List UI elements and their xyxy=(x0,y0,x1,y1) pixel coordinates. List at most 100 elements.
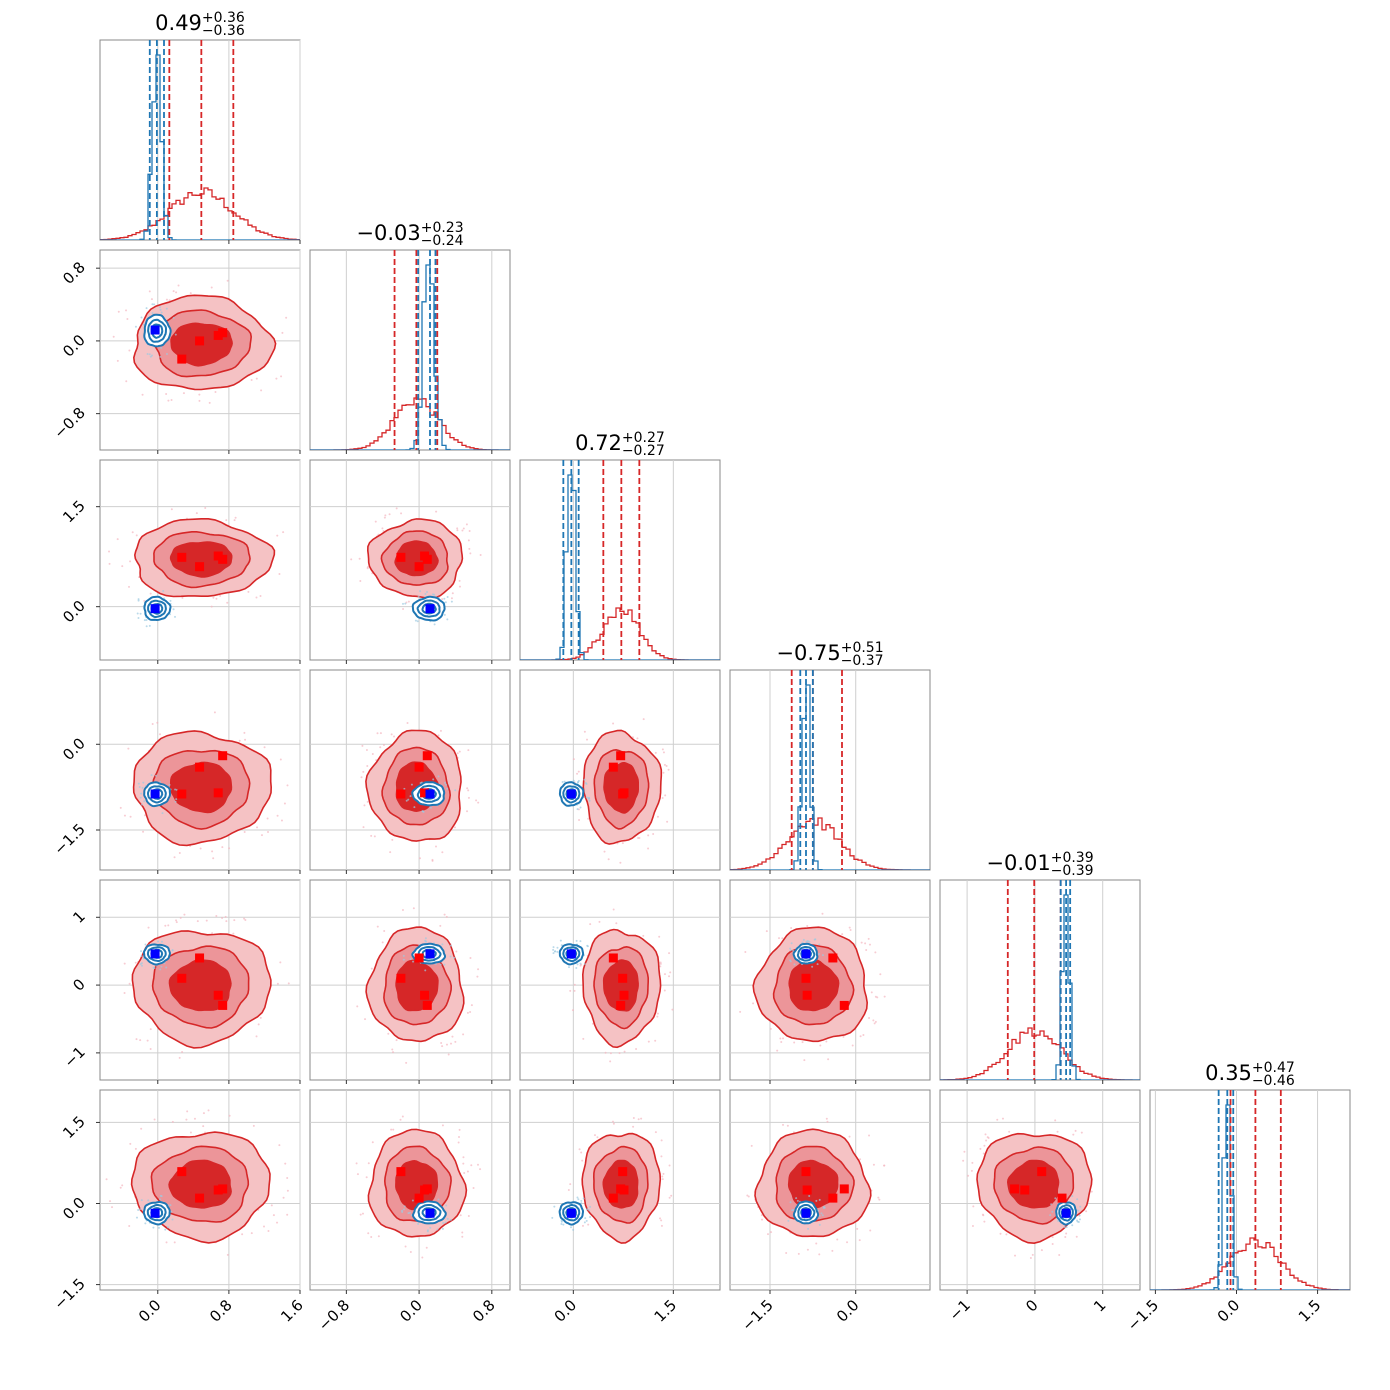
marker-blue xyxy=(425,789,435,799)
contour-red xyxy=(602,959,639,1012)
sample-point-blue xyxy=(446,618,449,621)
sample-point xyxy=(1005,1233,1008,1236)
sample-point xyxy=(632,1116,635,1119)
sample-point xyxy=(996,1118,999,1121)
sample-point xyxy=(752,1002,755,1005)
sample-point xyxy=(219,594,222,597)
sample-point xyxy=(596,1136,599,1139)
sample-point-blue xyxy=(560,1223,563,1226)
sample-point xyxy=(279,961,282,964)
sample-point xyxy=(399,1118,402,1121)
sample-point xyxy=(864,942,867,945)
sample-point-blue xyxy=(446,1217,449,1220)
panel-4-0 xyxy=(96,879,301,1084)
sample-point xyxy=(141,393,144,396)
sample-point xyxy=(125,309,128,312)
sample-point xyxy=(661,797,664,800)
sample-point xyxy=(121,565,124,568)
sample-point-blue xyxy=(172,316,175,319)
sample-point-blue xyxy=(446,595,449,598)
sample-point-blue xyxy=(576,808,579,811)
marker-red xyxy=(618,973,628,983)
sample-point xyxy=(670,1194,673,1197)
sample-point xyxy=(647,847,650,850)
sample-point xyxy=(746,1194,749,1197)
sample-point xyxy=(659,965,662,968)
sample-point xyxy=(663,973,666,976)
sample-point xyxy=(662,751,665,754)
sample-point xyxy=(1051,1242,1054,1245)
y-tick-label: 0.0 xyxy=(59,331,89,361)
marker-red xyxy=(213,788,223,798)
sample-point xyxy=(364,1018,367,1021)
marker-red xyxy=(801,973,811,983)
sample-point-blue xyxy=(552,948,555,951)
sample-point-blue xyxy=(577,1198,580,1201)
sample-point-blue xyxy=(140,792,143,795)
sample-point xyxy=(654,1039,657,1042)
sample-point-blue xyxy=(561,781,564,784)
sample-point xyxy=(178,851,181,854)
sample-point-blue xyxy=(136,612,139,615)
sample-point xyxy=(1040,1249,1043,1252)
marker-red xyxy=(422,554,432,564)
panel-content xyxy=(962,1117,1093,1259)
sample-point xyxy=(270,1204,273,1207)
panel-content xyxy=(350,507,482,626)
sample-point-blue xyxy=(575,939,578,942)
panel-content xyxy=(558,718,670,864)
sample-point xyxy=(275,377,278,380)
sample-point xyxy=(663,763,666,766)
sample-point xyxy=(593,1134,596,1137)
sample-point-blue xyxy=(135,1216,138,1219)
sample-point xyxy=(443,913,446,916)
sample-point xyxy=(661,1175,664,1178)
sample-point-blue xyxy=(580,1202,583,1205)
sample-point xyxy=(441,1124,444,1127)
sample-point xyxy=(407,600,410,603)
sample-point xyxy=(250,379,253,382)
y-tick-label: 0.0 xyxy=(59,1194,89,1224)
y-tick-label: 0.0 xyxy=(59,734,89,764)
sample-point xyxy=(259,594,262,597)
sample-point-blue xyxy=(1078,1218,1081,1221)
sample-point-blue xyxy=(409,795,412,798)
sample-point xyxy=(459,1214,462,1217)
sample-point-blue xyxy=(552,946,555,949)
sample-point xyxy=(580,1151,583,1154)
sample-point xyxy=(826,1120,829,1123)
sample-point xyxy=(226,1253,229,1256)
sample-point xyxy=(391,1048,394,1051)
sample-point xyxy=(126,318,129,321)
sample-point xyxy=(435,510,438,513)
sample-point xyxy=(189,292,192,295)
sample-point xyxy=(221,846,224,849)
sample-point xyxy=(878,1198,881,1201)
sample-point xyxy=(1058,1254,1061,1257)
sample-point xyxy=(979,1147,982,1150)
sample-point-blue xyxy=(175,798,178,801)
sample-point-blue xyxy=(407,1212,410,1215)
sample-point xyxy=(1064,1235,1067,1238)
sample-point-blue xyxy=(552,952,555,955)
sample-point xyxy=(576,772,579,775)
sample-point xyxy=(388,513,391,516)
sample-point xyxy=(381,941,384,944)
marker-red xyxy=(177,973,187,983)
sample-point-blue xyxy=(583,963,586,966)
sample-point xyxy=(1072,1133,1075,1136)
x-tick-label: 1.5 xyxy=(1295,1296,1325,1326)
sample-point-blue xyxy=(137,782,140,785)
sample-point-blue xyxy=(159,355,162,358)
sample-point xyxy=(177,284,180,287)
sample-point xyxy=(241,1233,244,1236)
sample-point-blue xyxy=(556,950,559,953)
sample-point xyxy=(404,1245,407,1248)
panel-content xyxy=(520,460,720,660)
sample-point xyxy=(276,982,279,985)
sample-point xyxy=(376,732,379,735)
sample-point xyxy=(243,731,246,734)
panel-4-2 xyxy=(519,879,721,1084)
sample-point-blue xyxy=(789,947,792,950)
